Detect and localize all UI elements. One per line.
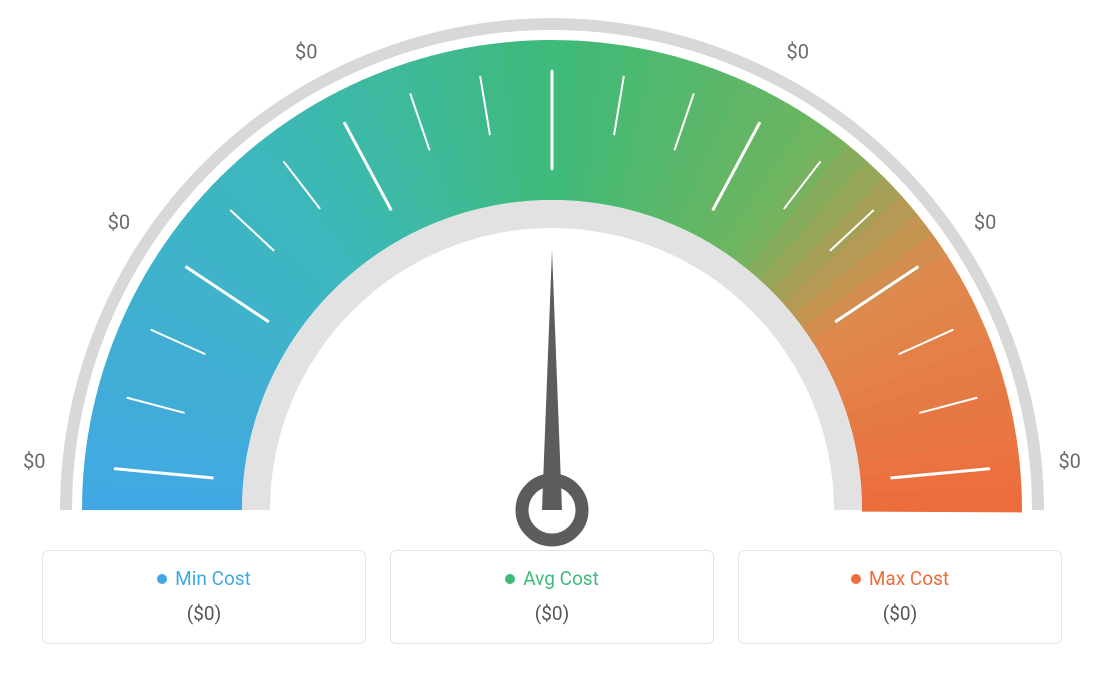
legend-min-header: Min Cost [157,567,251,590]
gauge-chart: $0 $0 $0 $0 $0 $0 $0 [0,0,1104,550]
svg-text:$0: $0 [974,210,996,234]
svg-text:$0: $0 [23,449,45,473]
legend-card-max: Max Cost ($0) [738,550,1062,644]
legend-card-min: Min Cost ($0) [42,550,366,644]
svg-text:$0: $0 [108,210,130,234]
legend-avg-header: Avg Cost [505,567,599,590]
gauge-container: $0 $0 $0 $0 $0 $0 $0 [0,0,1104,550]
legend-min-dot [157,574,167,584]
svg-text:$0: $0 [541,0,563,2]
legend-row: Min Cost ($0) Avg Cost ($0) Max Cost ($0… [0,550,1104,644]
legend-avg-label: Avg Cost [523,567,599,590]
legend-max-dot [851,574,861,584]
legend-min-value: ($0) [43,602,365,625]
svg-text:$0: $0 [295,40,317,64]
svg-text:$0: $0 [786,40,808,64]
svg-text:$0: $0 [1058,449,1080,473]
legend-card-avg: Avg Cost ($0) [390,550,714,644]
legend-max-value: ($0) [739,602,1061,625]
legend-max-label: Max Cost [869,567,949,590]
legend-max-header: Max Cost [851,567,949,590]
legend-avg-value: ($0) [391,602,713,625]
legend-min-label: Min Cost [175,567,251,590]
legend-avg-dot [505,574,515,584]
